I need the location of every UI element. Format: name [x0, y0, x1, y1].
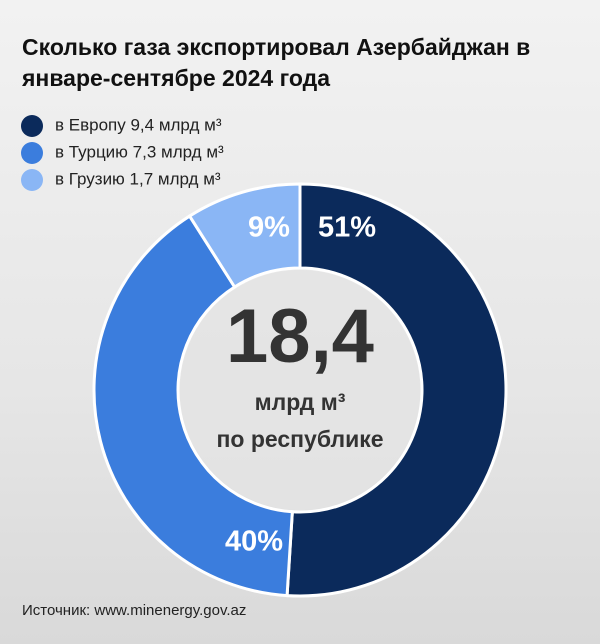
- value-label: 9%: [248, 212, 290, 244]
- center-caption: по республике: [216, 426, 383, 452]
- donut-slice: [187, 182, 302, 290]
- donut-slice: [92, 213, 294, 598]
- legend-label: в Грузию 1,7 млрд м³: [55, 169, 221, 188]
- donut-slice: [285, 182, 508, 598]
- legend-swatch: [21, 169, 43, 191]
- donut-hole: [180, 270, 420, 510]
- legend-label: в Европу 9,4 млрд м³: [55, 115, 222, 134]
- center-value: 18,4: [226, 294, 374, 379]
- legend-swatch: [21, 115, 43, 137]
- source: Источник: www.minenergy.gov.az: [22, 602, 247, 619]
- value-label: 40%: [225, 526, 283, 558]
- legend-label: в Турцию 7,3 млрд м³: [55, 142, 224, 161]
- chart-title: Сколько газа экспортировал Азербайджан в…: [22, 34, 531, 91]
- center-unit: млрд м³: [255, 389, 346, 415]
- legend-swatch: [21, 142, 43, 164]
- slices: [92, 182, 508, 598]
- value-label: 51%: [318, 212, 376, 244]
